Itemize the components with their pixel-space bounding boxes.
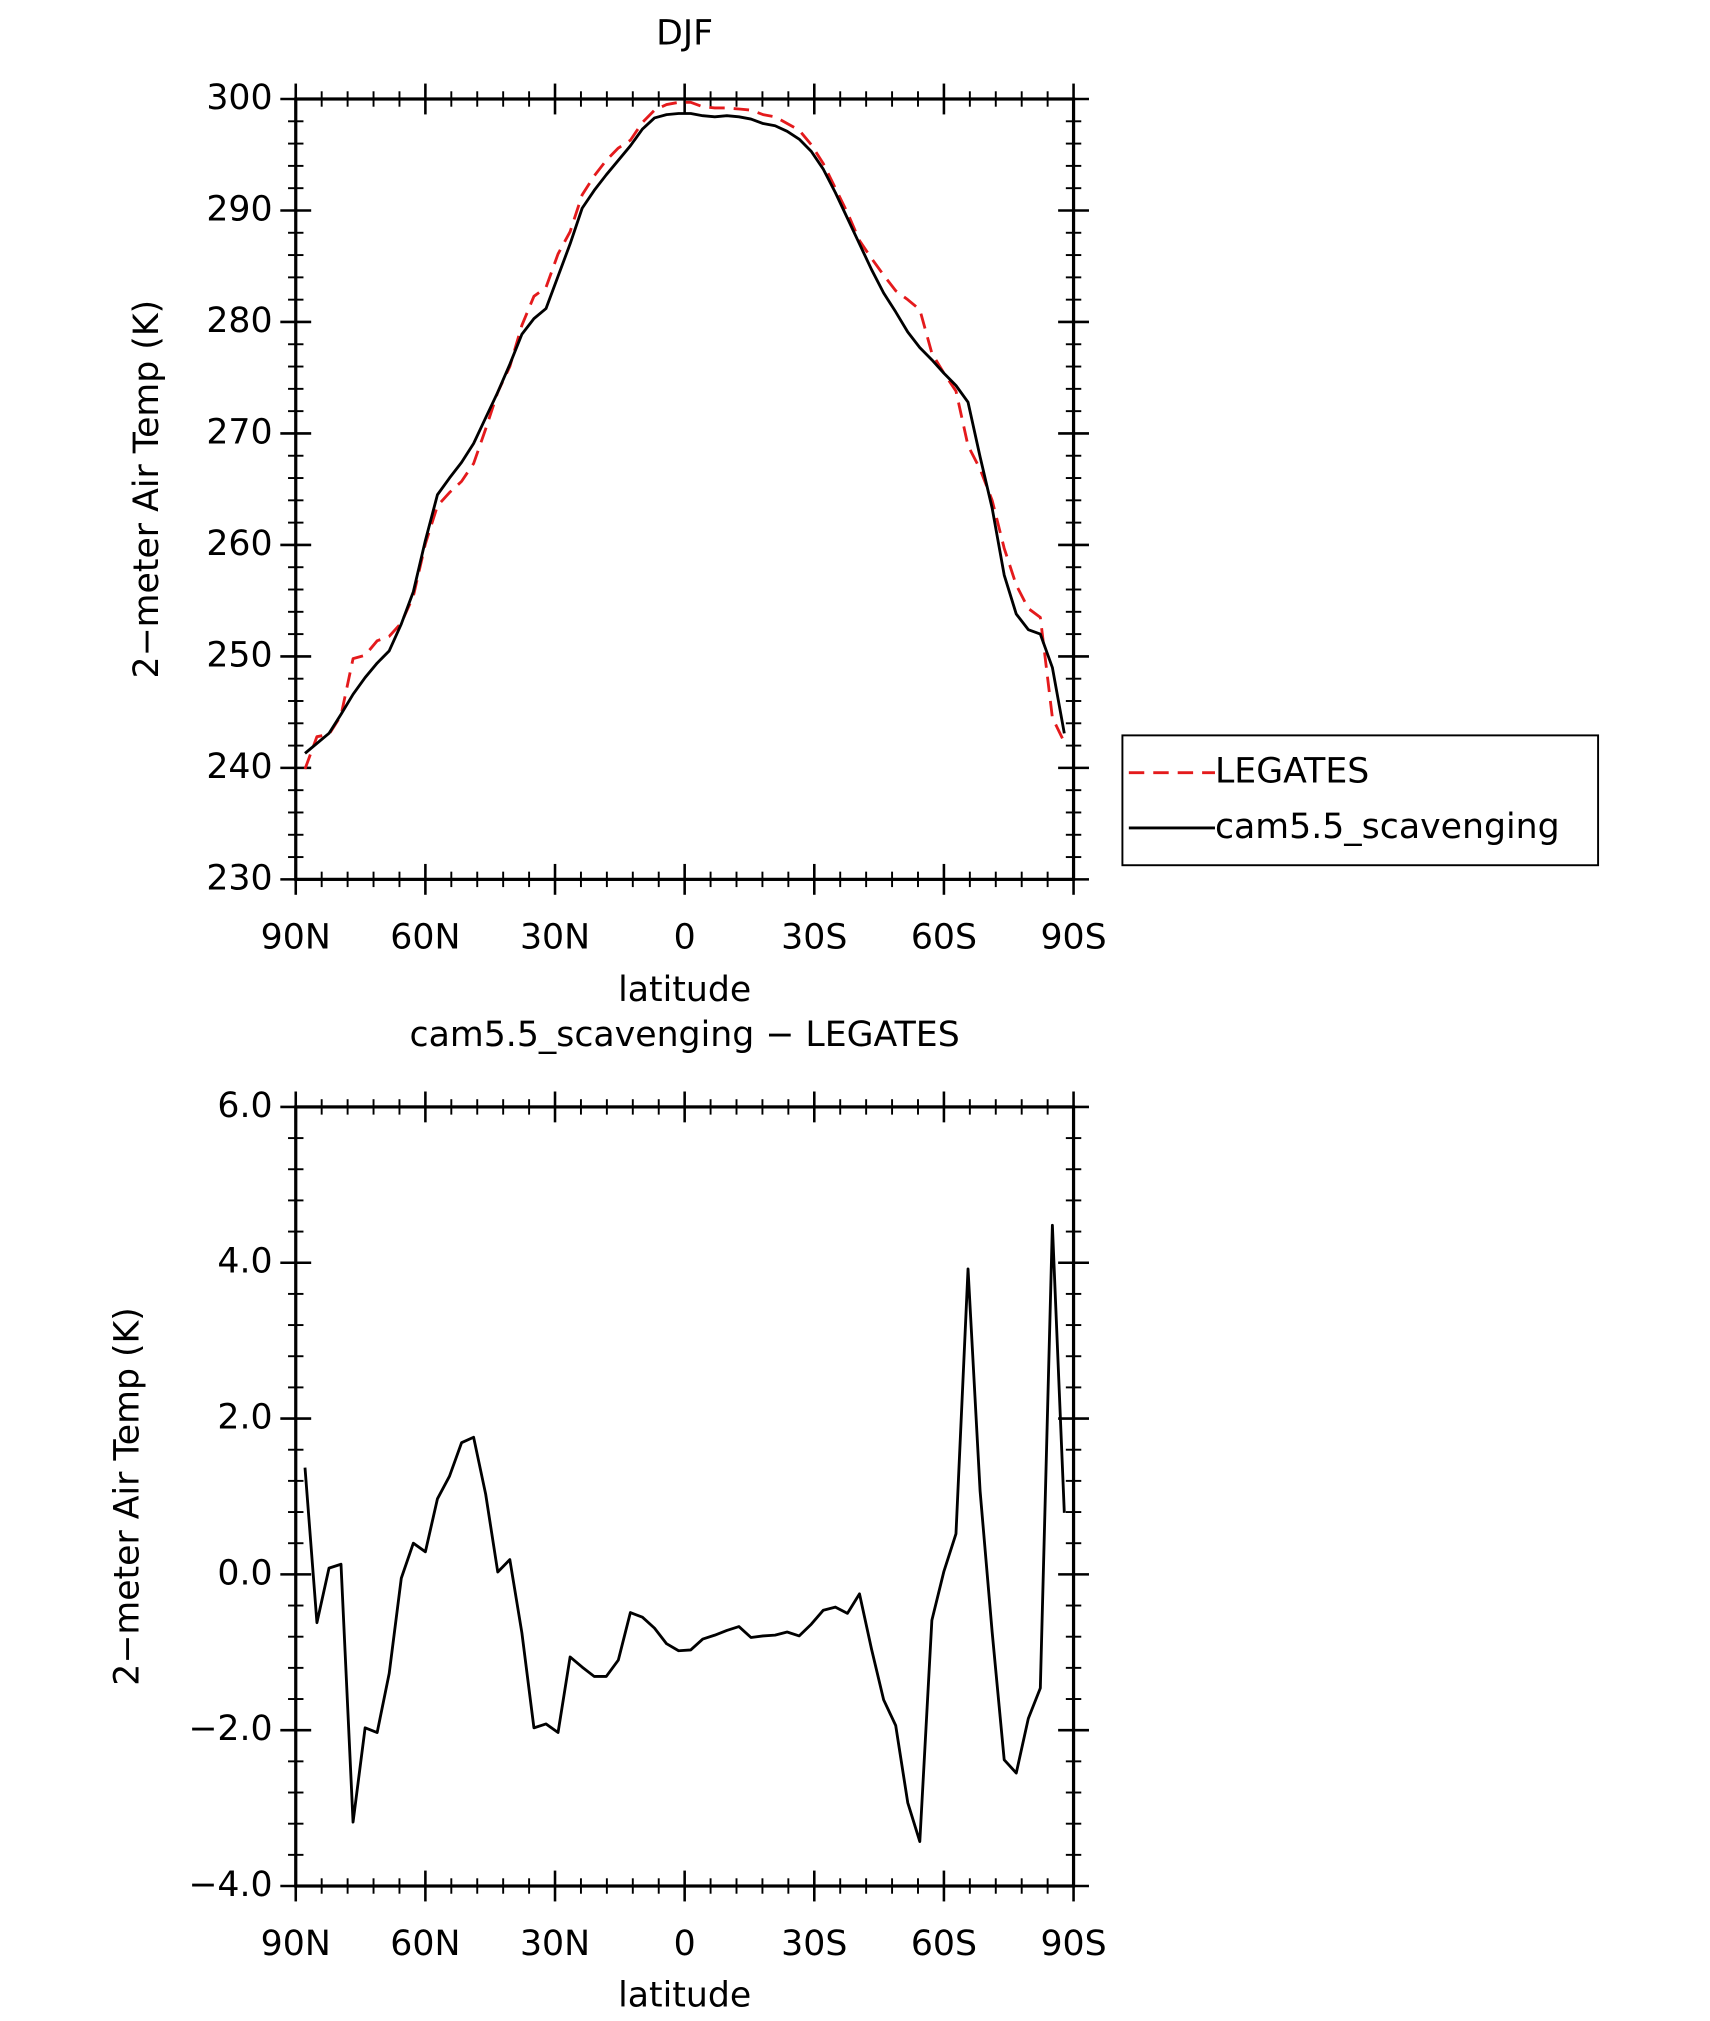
y-axis-label: 2−meter Air Temp (K) [127, 300, 167, 679]
y-tick-label: 290 [206, 189, 272, 229]
x-tick-label: 60N [390, 918, 460, 958]
y-tick-label: 250 [206, 635, 272, 675]
x-tick-label: 90N [261, 1924, 331, 1964]
series-line [303, 1223, 1066, 1844]
y-tick-label: 6.0 [217, 1086, 272, 1126]
series-line [303, 100, 1066, 770]
chart-title: cam5.5_scavenging − LEGATES [410, 1015, 960, 1055]
y-tick-label: 2.0 [217, 1398, 272, 1438]
x-tick-label: 60N [390, 1924, 460, 1964]
x-tick-label: 30S [781, 918, 847, 958]
chart-panel: cam5.5_scavenging − LEGATES latitude 2−met… [108, 1015, 1107, 2015]
x-tick-label: 60S [911, 918, 977, 958]
y-tick-label: −2.0 [188, 1709, 272, 1749]
y-tick-label: 230 [206, 858, 272, 898]
series-line [304, 112, 1066, 755]
x-tick-label: 30S [781, 1924, 847, 1964]
x-tick-label: 0 [674, 918, 696, 958]
chart-panel: DJF latitude 2−meter Air Temp (K) 230 240 250… [127, 14, 1600, 1010]
y-tick-label: 270 [206, 412, 272, 452]
legend: LEGATES cam5.5_scavenging [1121, 734, 1600, 867]
legend-box [1121, 734, 1600, 867]
y-tick-label: 4.0 [217, 1242, 272, 1282]
x-tick-label: 60S [911, 1924, 977, 1964]
plot-frame [294, 1105, 1076, 1888]
x-tick-label: 90N [261, 918, 331, 958]
x-tick-label: 30N [520, 918, 590, 958]
legend-label: cam5.5_scavenging [1215, 807, 1560, 847]
y-tick-label: 240 [206, 747, 272, 787]
y-tick-label: 300 [206, 78, 272, 118]
legend-label: LEGATES [1215, 752, 1369, 792]
x-tick-label: 90S [1040, 1924, 1106, 1964]
y-tick-label: 0.0 [217, 1553, 272, 1593]
y-axis-label: 2−meter Air Temp (K) [108, 1307, 148, 1686]
chart-title: DJF [656, 14, 713, 54]
y-tick-label: 260 [206, 524, 272, 564]
y-tick-label: 280 [206, 301, 272, 341]
x-tick-label: 30N [520, 1924, 590, 1964]
y-tick-label: −4.0 [188, 1865, 272, 1905]
plot-frame [294, 97, 1076, 881]
x-axis-label: latitude [618, 970, 751, 1010]
x-axis-label: latitude [618, 1976, 751, 2016]
x-tick-label: 90S [1040, 918, 1106, 958]
x-tick-label: 0 [674, 1924, 696, 1964]
